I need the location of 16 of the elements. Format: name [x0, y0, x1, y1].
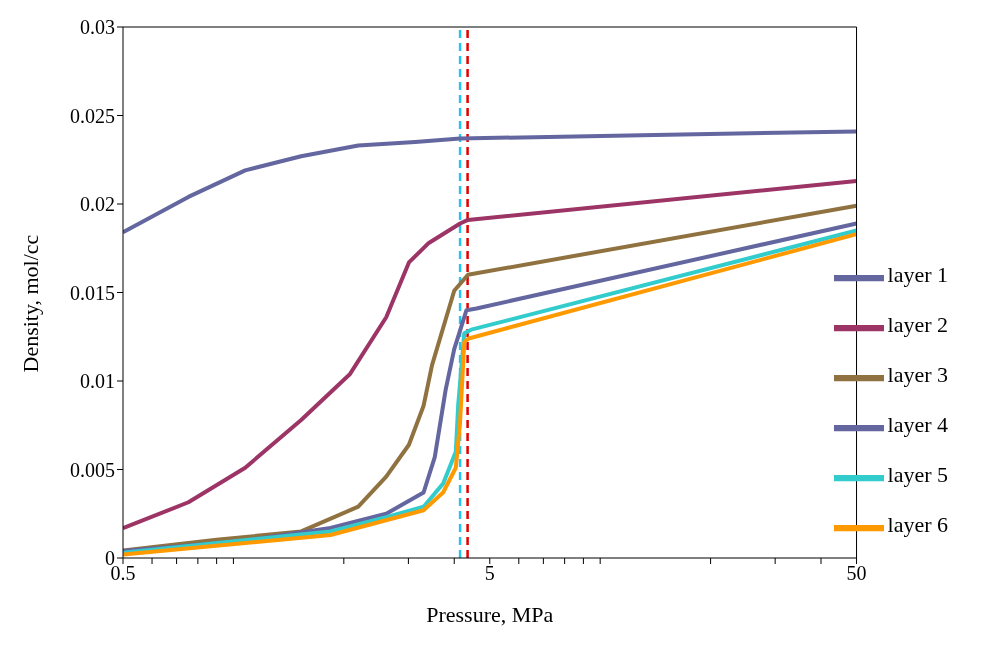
x-axis-title: Pressure, MPa: [426, 602, 554, 627]
legend-label: layer 6: [887, 511, 948, 537]
y-tick-label: 0.015: [70, 281, 115, 304]
legend-label: layer 4: [887, 411, 948, 437]
y-tick-label: 0.02: [80, 193, 115, 216]
legend-label: layer 1: [887, 261, 948, 287]
y-tick-label: 0.005: [70, 458, 115, 481]
x-tick-label: 50: [846, 562, 867, 585]
legend-label: layer 2: [887, 311, 948, 337]
y-tick-label: 0.025: [70, 104, 115, 127]
legend-label: layer 3: [887, 361, 948, 387]
y-axis-title: Density, mol/cc: [17, 234, 43, 373]
y-tick-label: 0.01: [80, 370, 115, 393]
legend-label: layer 5: [887, 461, 948, 487]
x-tick-label: 5: [484, 562, 495, 585]
y-tick-label: 0.03: [80, 16, 115, 39]
